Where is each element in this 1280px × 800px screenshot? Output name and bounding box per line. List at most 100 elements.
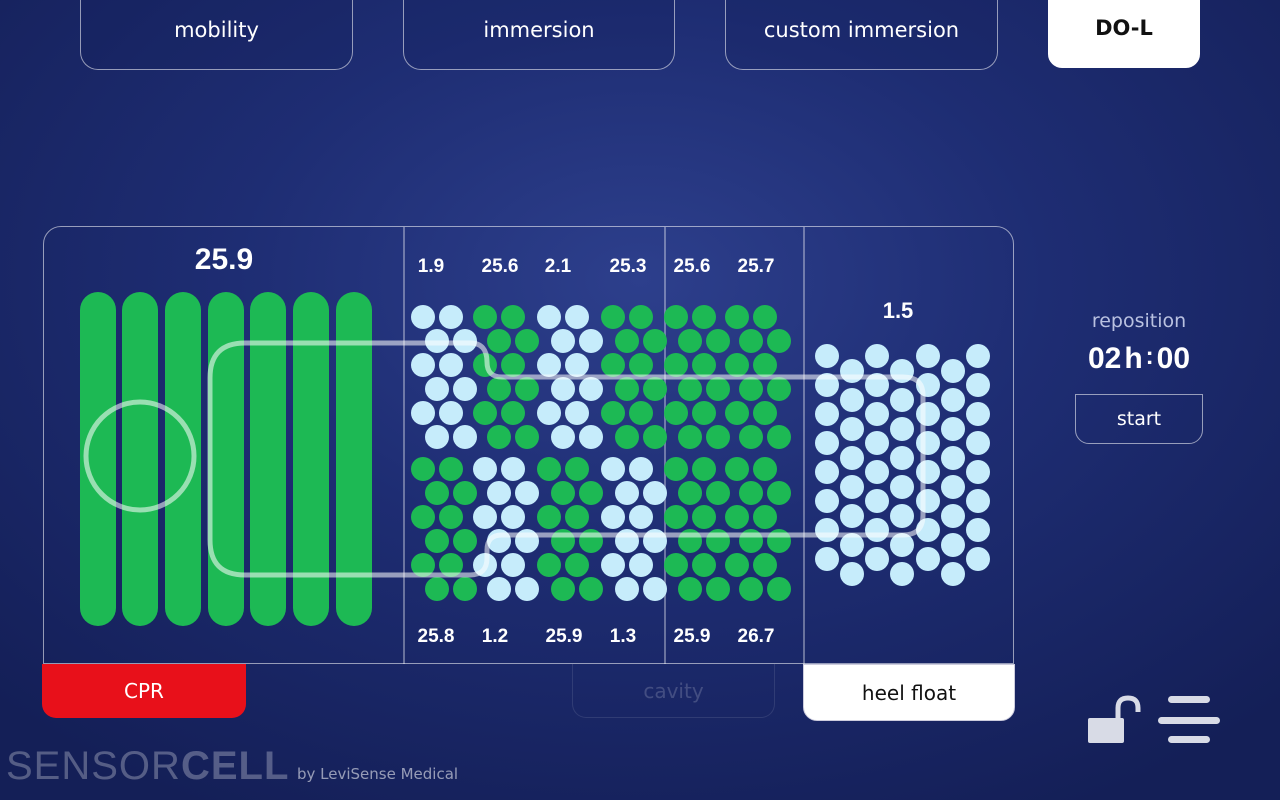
inflated-cell — [643, 425, 667, 449]
deflated-cell — [643, 529, 667, 553]
inflated-cell — [579, 529, 603, 553]
inflated-cell — [664, 305, 688, 329]
deflated-cell — [941, 475, 965, 499]
inflated-cell — [487, 329, 511, 353]
deflated-cell — [629, 505, 653, 529]
inflated-cell — [515, 425, 539, 449]
tab-mobility-label: mobility — [174, 18, 259, 42]
deflated-cell — [941, 562, 965, 586]
cavity-button[interactable]: cavity — [572, 664, 775, 718]
inflated-cell — [706, 577, 730, 601]
inflated-cell — [753, 457, 777, 481]
deflated-cell — [501, 553, 525, 577]
inflated-cell — [739, 329, 763, 353]
deflated-cell — [840, 446, 864, 470]
deflated-cell — [865, 460, 889, 484]
deflated-cell — [629, 553, 653, 577]
tab-do-l-label: DO-L — [1095, 16, 1153, 40]
brand-byline: by LeviSense Medical — [297, 765, 459, 783]
inflated-cell — [629, 305, 653, 329]
deflated-cell — [966, 344, 990, 368]
inflated-cell — [473, 305, 497, 329]
inflated-cell — [706, 481, 730, 505]
inflated-cell — [753, 505, 777, 529]
deflated-cell — [439, 353, 463, 377]
deflated-cell — [601, 457, 625, 481]
inflated-cell — [725, 553, 749, 577]
deflated-cell — [537, 305, 561, 329]
brand-name-light: SENSOR — [6, 744, 181, 788]
inflated-cell — [678, 329, 702, 353]
brand-name-bold: CELL — [180, 744, 290, 788]
inflated-cell — [629, 401, 653, 425]
reposition-label: reposition — [1091, 310, 1187, 332]
menu-icon[interactable] — [1158, 696, 1220, 744]
deflated-cell — [515, 529, 539, 553]
deflated-cell — [840, 417, 864, 441]
menu-icon-line — [1158, 717, 1220, 724]
zone-divider — [664, 227, 666, 664]
inflated-cell — [487, 377, 511, 401]
inflated-cell — [725, 401, 749, 425]
start-button-label: start — [1116, 408, 1162, 430]
inflated-cell — [551, 529, 575, 553]
inflated-cell — [615, 329, 639, 353]
deflated-cell — [815, 402, 839, 426]
inflated-cell — [664, 505, 688, 529]
inflated-cell — [515, 377, 539, 401]
deflated-cell — [865, 489, 889, 513]
heel-float-button[interactable]: heel float — [803, 664, 1015, 721]
deflated-cell — [840, 504, 864, 528]
deflated-cell — [551, 425, 575, 449]
tab-mobility[interactable]: mobility — [80, 0, 353, 70]
deflated-cell — [941, 359, 965, 383]
tab-immersion[interactable]: immersion — [403, 0, 675, 70]
inflated-cell — [601, 401, 625, 425]
tab-custom-immersion[interactable]: custom immersion — [725, 0, 998, 70]
deflated-cell — [425, 329, 449, 353]
inflated-cell — [767, 577, 791, 601]
menu-icon-line — [1168, 696, 1210, 703]
deflated-cell — [501, 505, 525, 529]
inflated-cell — [643, 377, 667, 401]
inflated-cell — [767, 329, 791, 353]
deflated-cell — [966, 518, 990, 542]
inflated-cell — [453, 529, 477, 553]
deflated-cell — [815, 431, 839, 455]
cpr-button[interactable]: CPR — [42, 664, 246, 718]
deflated-cell — [487, 577, 511, 601]
inflated-cell — [501, 401, 525, 425]
deflated-cell — [601, 505, 625, 529]
deflated-cell — [865, 431, 889, 455]
inflated-cell — [767, 529, 791, 553]
deflated-cell — [840, 359, 864, 383]
unlocked-padlock-icon[interactable] — [1085, 690, 1145, 750]
cavity-button-label: cavity — [643, 678, 704, 703]
inflated-cell — [678, 481, 702, 505]
deflated-cell — [890, 475, 914, 499]
tab-do-l[interactable]: DO-L — [1048, 0, 1200, 68]
air-cell-bar — [250, 292, 286, 626]
start-button[interactable]: start — [1075, 394, 1203, 444]
head-zone-value: 25.9 — [194, 243, 254, 276]
deflated-cell — [890, 388, 914, 412]
deflated-cell — [439, 305, 463, 329]
deflated-cell — [941, 388, 965, 412]
deflated-cell — [840, 562, 864, 586]
deflated-cell — [615, 577, 639, 601]
deflated-cell — [815, 373, 839, 397]
inflated-cell — [692, 553, 716, 577]
deflated-cell — [565, 305, 589, 329]
air-cell-bar — [208, 292, 244, 626]
inflated-cell — [629, 353, 653, 377]
deflated-cell — [501, 457, 525, 481]
inflated-cell — [725, 457, 749, 481]
deflated-cell — [916, 373, 940, 397]
zone-top-value: 25.6 — [481, 256, 519, 277]
air-cell-bar — [122, 292, 158, 626]
inflated-cell — [501, 305, 525, 329]
deflated-cell — [515, 481, 539, 505]
inflated-cell — [551, 577, 575, 601]
air-cell-bar — [293, 292, 329, 626]
deflated-cell — [615, 481, 639, 505]
